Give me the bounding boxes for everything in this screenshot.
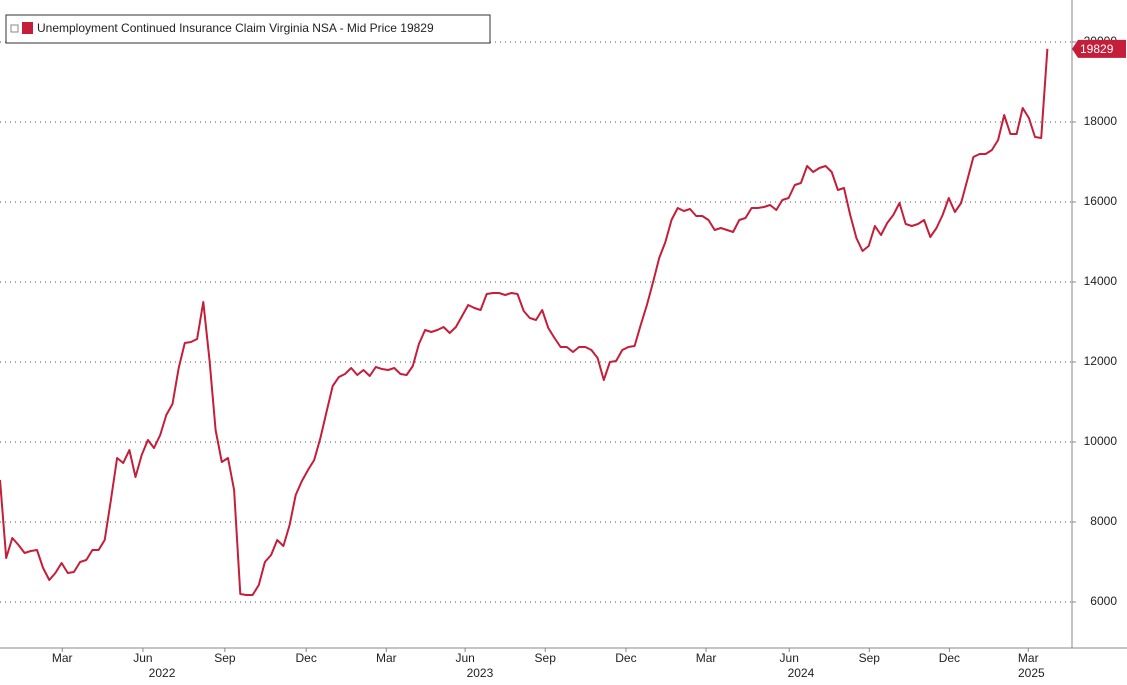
- line-series: [0, 48, 1049, 596]
- year-label: 2024: [788, 666, 815, 680]
- x-tick-label: Jun: [455, 651, 474, 665]
- legend: Unemployment Continued Insurance Claim V…: [5, 14, 491, 44]
- x-tick-label: Mar: [696, 651, 717, 665]
- y-tick-label: 18000: [1084, 114, 1118, 128]
- year-label: 2023: [467, 666, 494, 680]
- x-tick-label: Sep: [859, 651, 881, 665]
- x-tick-label: Dec: [939, 651, 960, 665]
- legend-toggle: [10, 24, 19, 33]
- x-tick-label: Jun: [133, 651, 152, 665]
- last-value-box: [1072, 39, 1126, 58]
- x-tick-label: Dec: [296, 651, 317, 665]
- y-tick-label: 12000: [1084, 354, 1118, 368]
- year-label: 2022: [149, 666, 176, 680]
- y-tick-label: 10000: [1084, 434, 1118, 448]
- x-tick-label: Mar: [52, 651, 73, 665]
- legend-label: Unemployment Continued Insurance Claim V…: [37, 21, 434, 35]
- y-tick-label: 14000: [1084, 274, 1118, 288]
- x-tick-label: Jun: [780, 651, 799, 665]
- y-tick-label: 8000: [1090, 514, 1117, 528]
- y-tick-label: 16000: [1084, 194, 1118, 208]
- last-value-label: 19829: [1080, 42, 1114, 56]
- y-tick-label: 6000: [1090, 594, 1117, 608]
- year-label: 2025: [1018, 666, 1045, 680]
- x-tick-label: Dec: [615, 651, 636, 665]
- x-tick-label: Sep: [214, 651, 236, 665]
- legend-box: [5, 14, 491, 44]
- x-tick-label: Mar: [376, 651, 397, 665]
- legend-swatch: [22, 22, 33, 34]
- x-tick-label: Sep: [535, 651, 557, 665]
- x-tick-label: Mar: [1018, 651, 1039, 665]
